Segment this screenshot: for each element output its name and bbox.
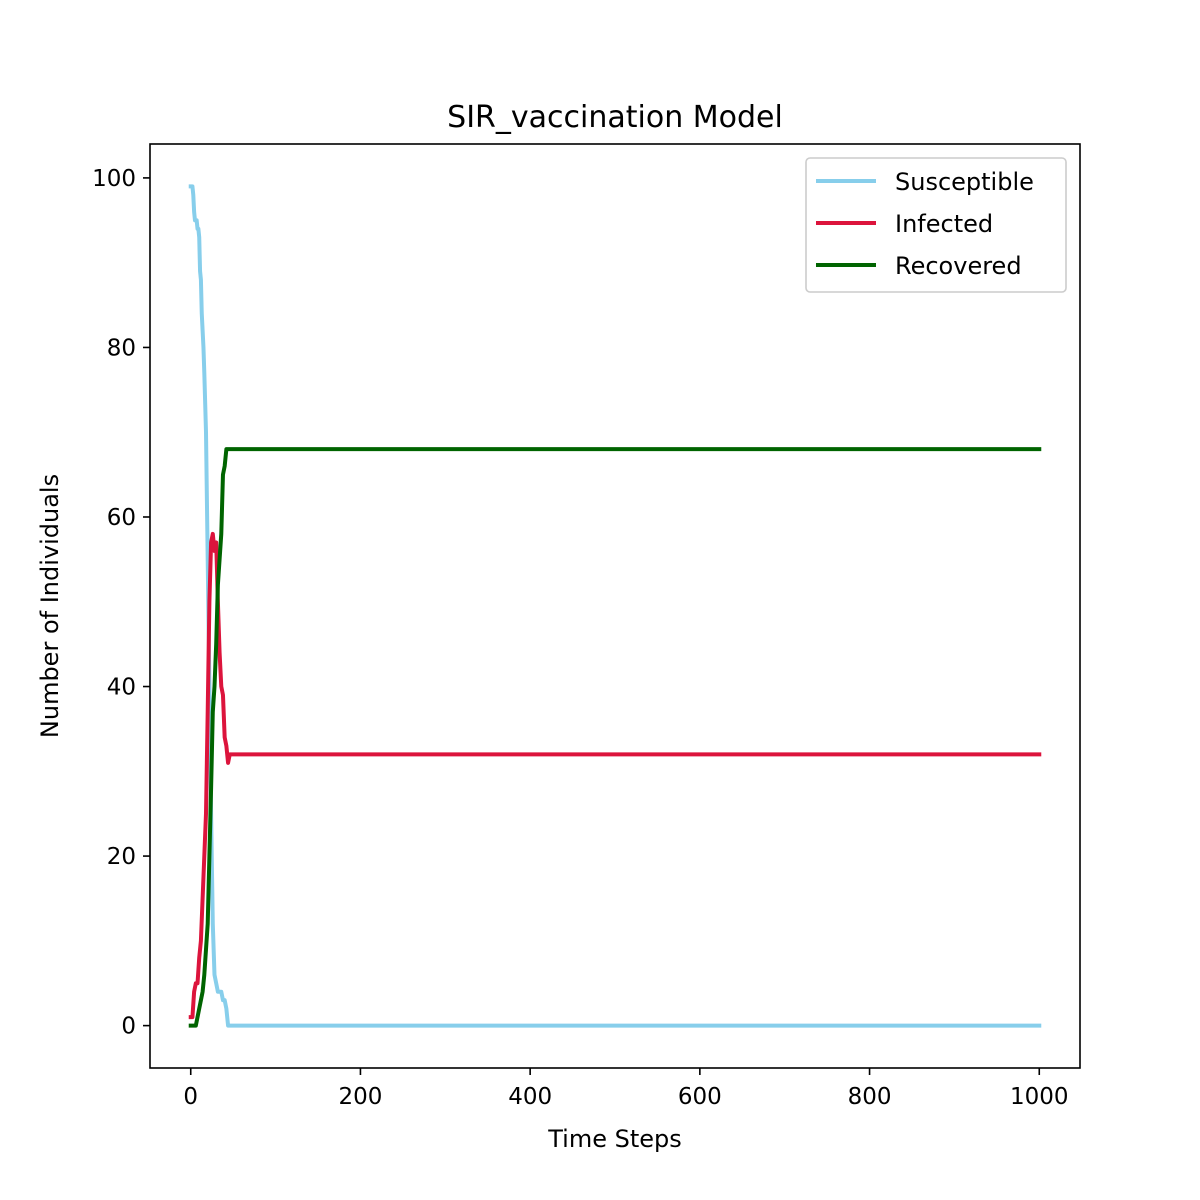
y-tick-label: 60 [107,505,136,531]
x-tick-label: 400 [508,1084,552,1110]
x-axis: 0 200 400 600 800 1000 [183,1068,1069,1110]
plot-area [188,184,1042,1028]
legend-box [805,157,1067,293]
x-tick-label: 0 [183,1084,198,1110]
y-tick-label: 0 [121,1014,136,1040]
x-tick-label: 600 [678,1084,722,1110]
x-tick-label: 200 [338,1084,382,1110]
series-line-susceptible [188,184,1042,1028]
legend-label-infected: Infected [895,210,993,238]
chart-title: SIR_vaccination Model [447,100,783,135]
legend-label-recovered: Recovered [895,252,1022,280]
y-tick-label: 20 [107,844,136,870]
x-axis-label: Time Steps [547,1125,682,1153]
y-tick-label: 40 [107,675,136,701]
y-tick-label: 80 [107,335,136,361]
y-tick-label: 100 [92,166,136,192]
axes-frame [149,143,1081,1069]
series-line-infected [188,531,1042,1020]
x-tick-label: 800 [848,1084,892,1110]
y-axis-label: Number of Individuals [36,474,64,738]
series-line-recovered [188,447,1042,1028]
legend: Susceptible Infected Recovered [805,157,1067,293]
legend-label-susceptible: Susceptible [895,168,1034,196]
x-tick-label: 1000 [1010,1084,1069,1110]
y-axis: 0 20 40 60 80 100 [92,166,150,1040]
